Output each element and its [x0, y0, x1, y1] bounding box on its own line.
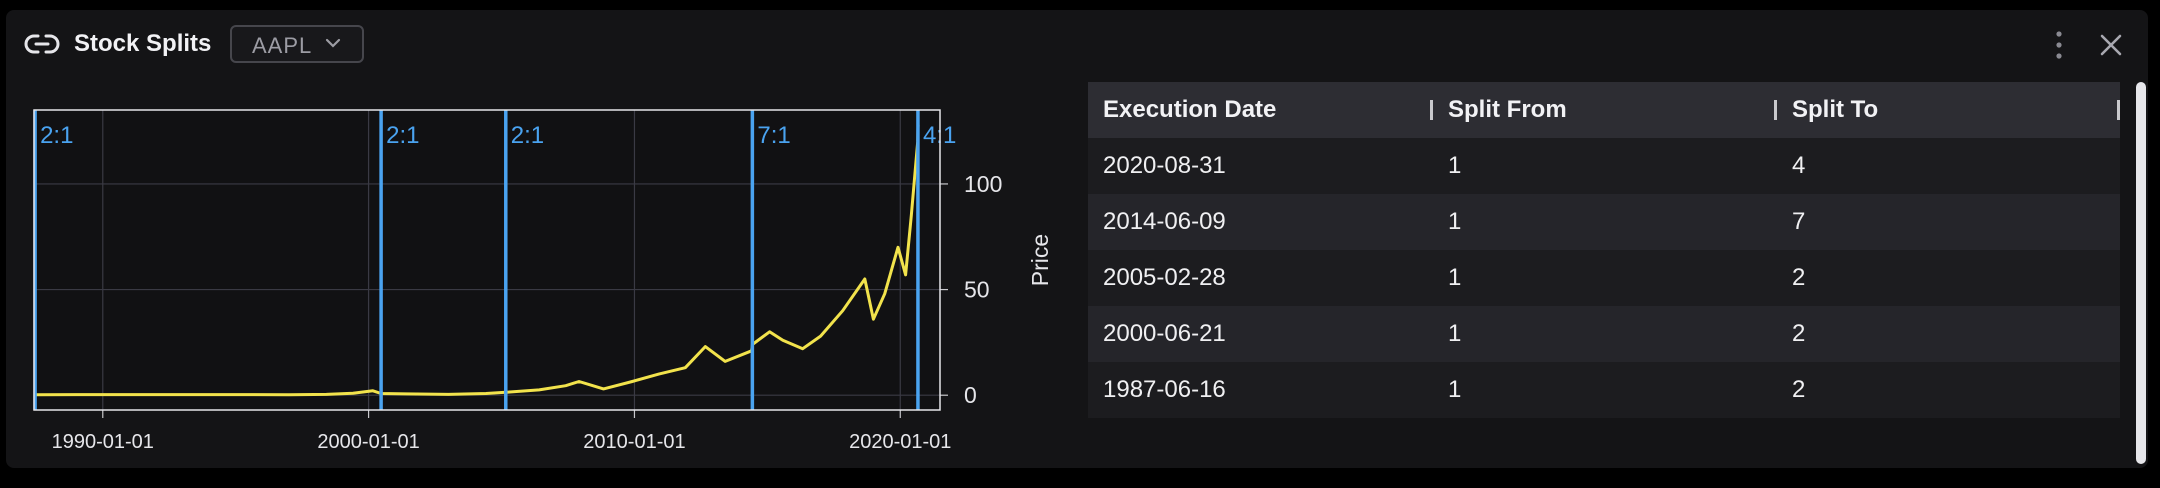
split-ratio-label: 2:1	[40, 122, 73, 149]
cell-execution-date: 2005-02-28	[1088, 250, 1433, 306]
table-scrollbar[interactable]	[2136, 82, 2146, 464]
split-ratio-label: 7:1	[757, 122, 790, 149]
split-ratio-label: 2:1	[386, 122, 419, 149]
widget-header: Stock Splits AAPL	[6, 10, 2148, 80]
cell-split-from: 1	[1433, 138, 1777, 194]
column-header-split-to[interactable]: Split To	[1777, 82, 2120, 138]
cell-split-from: 1	[1433, 194, 1777, 250]
cell-split-to: 4	[1777, 138, 2120, 194]
chevron-down-icon	[325, 38, 341, 48]
x-tick-label: 2000-01-01	[317, 431, 419, 453]
cell-split-to: 2	[1777, 362, 2120, 418]
x-tick-label: 1990-01-01	[52, 431, 154, 453]
price-chart: 1990-01-01 2000-01-01 2010-01-01 2020-01-01…	[6, 90, 1066, 468]
cell-split-from: 1	[1433, 250, 1777, 306]
split-ratio-label: 2:1	[511, 122, 544, 149]
y-axis-label: Price	[1027, 234, 1053, 286]
widget-title: Stock Splits	[74, 30, 212, 57]
cell-split-from: 1	[1433, 306, 1777, 362]
stock-splits-widget: Stock Splits AAPL 1990-01-01 2000-01-01 20…	[6, 10, 2148, 468]
close-icon[interactable]	[2098, 32, 2124, 58]
splits-table-container: Execution Date Split From Split To 2020-…	[1088, 82, 2120, 422]
kebab-menu-icon[interactable]	[2051, 30, 2067, 60]
table-row[interactable]: 2020-08-31 1 4	[1088, 138, 2120, 194]
cell-execution-date: 2020-08-31	[1088, 138, 1433, 194]
cell-execution-date: 2000-06-21	[1088, 306, 1433, 362]
cell-split-to: 7	[1777, 194, 2120, 250]
table-row[interactable]: 2000-06-21 1 2	[1088, 306, 2120, 362]
y-tick-label: 100	[964, 171, 1002, 197]
y-tick-label: 0	[964, 382, 977, 408]
cell-execution-date: 2014-06-09	[1088, 194, 1433, 250]
y-tick-label: 50	[964, 277, 990, 303]
price-series-line	[35, 124, 920, 397]
column-header-execution-date[interactable]: Execution Date	[1088, 82, 1433, 138]
x-tick-label: 2010-01-01	[583, 431, 685, 453]
link-icon	[24, 34, 60, 54]
plot-background	[34, 110, 940, 410]
cell-split-to: 2	[1777, 250, 2120, 306]
price-chart-svg: 1990-01-01 2000-01-01 2010-01-01 2020-01-01…	[33, 109, 1053, 453]
ticker-value: AAPL	[252, 33, 313, 58]
table-row[interactable]: 2005-02-28 1 2	[1088, 250, 2120, 306]
column-header-split-from[interactable]: Split From	[1433, 82, 1777, 138]
splits-table: Execution Date Split From Split To 2020-…	[1088, 82, 2120, 418]
ticker-select[interactable]: AAPL	[230, 25, 364, 63]
x-tick-label: 2020-01-01	[849, 431, 951, 453]
cell-execution-date: 1987-06-16	[1088, 362, 1433, 418]
cell-split-to: 2	[1777, 306, 2120, 362]
table-row[interactable]: 2014-06-09 1 7	[1088, 194, 2120, 250]
cell-split-from: 1	[1433, 362, 1777, 418]
plot-frame	[33, 109, 941, 411]
table-row[interactable]: 1987-06-16 1 2	[1088, 362, 2120, 418]
table-header-row: Execution Date Split From Split To	[1088, 82, 2120, 138]
